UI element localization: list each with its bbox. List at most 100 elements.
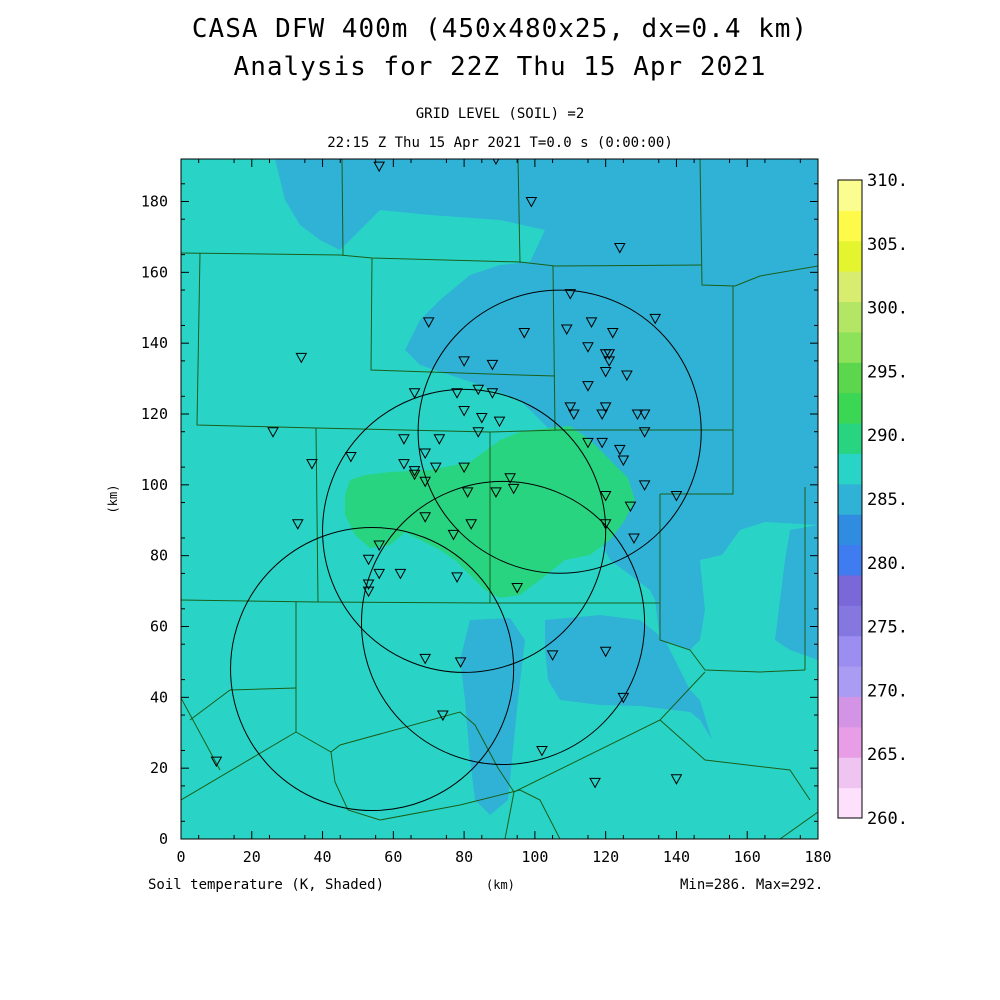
station-marker — [628, 533, 640, 544]
colorbar-label: 285. — [867, 490, 908, 510]
station-marker — [670, 774, 683, 785]
station-marker — [475, 413, 488, 424]
station-marker — [617, 455, 630, 467]
station-marker — [585, 317, 598, 328]
station-marker — [638, 480, 651, 491]
grid-level-label: GRID LEVEL (SOIL) =2 — [415, 106, 585, 122]
station-marker — [617, 692, 630, 704]
y-axis-label: (km) — [106, 485, 120, 514]
colorbar: 260. 265. 270. 275. 280. 285. 290. 295. 300. 305.… — [837, 171, 908, 829]
colorbar-segment — [838, 362, 862, 394]
colorbar-label: 270. — [867, 681, 908, 701]
station-marker — [638, 409, 651, 421]
x-tick-label: 160 — [734, 848, 761, 866]
plot-frame — [180, 158, 819, 840]
station-marker — [486, 359, 499, 371]
station-marker — [394, 568, 407, 580]
x-tick-label: 0 — [176, 848, 185, 866]
station-marker — [649, 313, 662, 325]
y-tick-label: 140 — [141, 334, 168, 352]
colorbar-label: 290. — [867, 426, 908, 446]
min-max-label: Min=286. Max=292. — [680, 877, 824, 893]
station-marker — [373, 540, 386, 552]
county-boundaries — [181, 159, 818, 839]
station-marker — [458, 356, 470, 367]
axis-tick-labels: 0 20 40 60 80 100 120 140 160 180 0 20 40 60 80 100 120 1… — [141, 193, 832, 867]
station-marker — [599, 367, 612, 378]
station-marker — [560, 324, 573, 336]
station-marker — [472, 384, 485, 396]
valid-time-label: 22:15 Z Thu 15 Apr 2021 T=0.0 s (0:00:00… — [327, 135, 673, 151]
radar-ring-4 — [230, 526, 515, 812]
x-tick-label: 180 — [804, 848, 831, 866]
y-tick-label: 80 — [150, 547, 168, 565]
station-marker — [362, 579, 375, 591]
colorbar-segment — [838, 696, 862, 728]
station-marker — [373, 161, 386, 173]
y-tick-label: 100 — [141, 476, 168, 494]
colorbar-segment — [838, 574, 862, 606]
colorbar-label: 295. — [867, 362, 908, 382]
station-marker — [596, 409, 608, 421]
axis-ticks — [180, 159, 819, 840]
radar-range-rings — [230, 289, 702, 812]
station-marker — [490, 487, 502, 498]
station-marker — [447, 529, 460, 541]
x-tick-label: 20 — [243, 848, 261, 866]
field-description: Soil temperature (K, Shaded) — [148, 877, 385, 893]
station-marker — [589, 777, 601, 789]
x-tick-label: 140 — [663, 848, 690, 866]
station-marker — [422, 317, 435, 328]
station-marker — [408, 469, 421, 481]
x-axis-label: (km) — [486, 878, 515, 892]
station-marker — [419, 512, 432, 523]
station-marker — [362, 554, 375, 566]
colorbar-frame — [837, 179, 863, 819]
y-tick-label: 0 — [159, 830, 168, 848]
station-markers — [210, 159, 683, 789]
colorbar-segment — [838, 726, 862, 758]
station-marker — [638, 427, 651, 438]
station-marker — [564, 402, 577, 413]
map-title-line1: CASA DFW 400m (450x480x25, dx=0.4 km) — [191, 14, 809, 44]
colorbar-label: 300. — [867, 299, 908, 319]
station-marker — [408, 466, 421, 477]
station-marker — [458, 405, 470, 417]
colorbar-segment — [838, 544, 862, 576]
station-marker — [582, 381, 594, 392]
station-marker — [472, 427, 485, 438]
radar-ring-3 — [360, 480, 646, 766]
colorbar-segment — [838, 392, 862, 424]
y-tick-label: 40 — [150, 688, 168, 706]
station-marker — [567, 409, 580, 421]
colorbar-label: 275. — [867, 618, 908, 638]
field-region-blue-north — [275, 159, 818, 650]
colorbar-segment — [838, 423, 862, 454]
station-marker — [511, 583, 524, 594]
station-marker — [525, 197, 538, 208]
colorbar-label: 280. — [867, 554, 908, 574]
colorbar-segment — [838, 210, 862, 242]
station-marker — [306, 459, 318, 470]
station-marker — [493, 416, 506, 428]
colorbar-label: 265. — [867, 745, 908, 765]
station-marker — [419, 448, 432, 459]
colorbar-segment — [838, 605, 862, 637]
station-marker — [504, 473, 516, 484]
colorbar-segment — [838, 180, 862, 211]
station-marker — [433, 434, 446, 445]
station-marker — [599, 490, 612, 502]
station-marker — [518, 328, 531, 339]
field-region-blue-east — [775, 525, 818, 660]
station-marker — [582, 342, 594, 353]
station-marker — [454, 657, 467, 668]
y-tick-label: 120 — [141, 405, 168, 423]
station-marker — [603, 349, 616, 360]
station-marker — [624, 501, 637, 513]
station-marker — [373, 568, 386, 580]
station-marker — [536, 745, 548, 757]
colorbar-segment — [838, 453, 862, 485]
colorbar-segment — [838, 271, 862, 303]
station-marker — [599, 646, 612, 658]
